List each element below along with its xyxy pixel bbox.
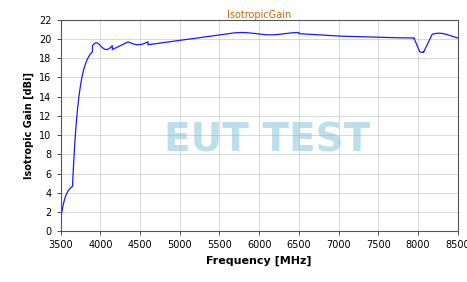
Text: EUT TEST: EUT TEST <box>164 121 370 159</box>
Y-axis label: Isotropic Gain [dBi]: Isotropic Gain [dBi] <box>23 72 34 179</box>
X-axis label: Frequency [MHz]: Frequency [MHz] <box>206 256 312 266</box>
Title: IsotropicGain: IsotropicGain <box>227 10 291 20</box>
